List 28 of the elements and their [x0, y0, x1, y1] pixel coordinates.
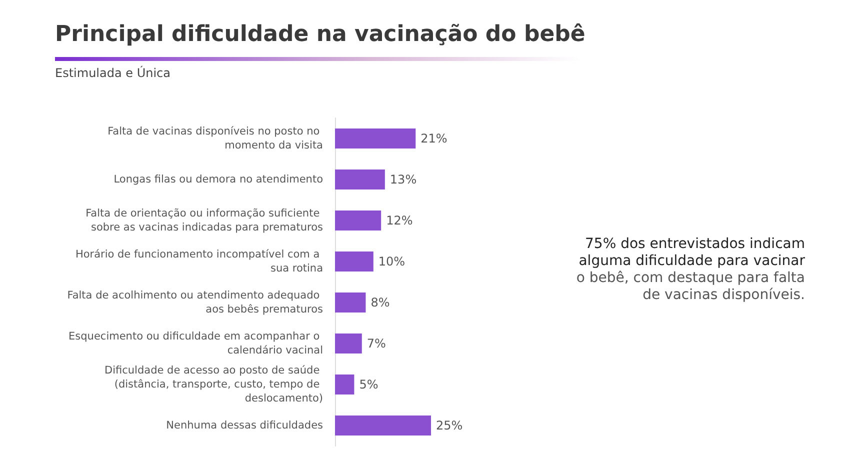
data-label: 10% [378, 254, 406, 268]
y-tick-label: Dificuldade de acesso ao posto de saúde (distância, transporte, custo, tempo de deslocamento) [104, 364, 323, 404]
text: Estimulada e Única [55, 66, 171, 80]
bar [335, 252, 374, 272]
data-label: 21% [420, 132, 448, 146]
chart-title: Principal dificuldade na vacinação do bebê [55, 22, 586, 47]
bar [335, 170, 385, 190]
y-tick-label: Falta de acolhimento ou atendimento adequado aos bebês prematuros [67, 290, 323, 316]
text: 75% dos entrevistados indicam alguma dificuldade para vacinar [578, 236, 805, 270]
bar [335, 128, 416, 148]
data-label: 7% [366, 336, 386, 350]
bar [335, 334, 362, 354]
y-tick-label: Esquecimento ou dificuldade em acompanhar o calendário vacinal [68, 330, 323, 356]
y-tick-label: Nenhuma dessas dificuldades [166, 420, 323, 432]
bar [335, 374, 354, 394]
y-tick-label: Falta de vacinas disponíveis no posto no momento da visita [108, 126, 323, 152]
data-label: 8% [370, 296, 390, 310]
data-label: 12% [386, 214, 413, 228]
data-label: 25% [436, 418, 463, 432]
data-label: 5% [359, 378, 378, 392]
y-tick-label: Falta de orientação ou informação suficiente sobre as vacinas indicadas para prematuros [86, 208, 323, 234]
bar [335, 292, 366, 312]
y-tick-label: Longas filas ou demora no atendimento [114, 174, 323, 186]
bar [335, 210, 382, 230]
y-tick-label: Horário de funcionamento incompatível com a sua rotina [75, 248, 323, 274]
bar [335, 416, 431, 436]
text: o bebê, com destaque para falta de vacinas disponíveis. [575, 270, 805, 304]
data-label: 13% [390, 172, 417, 186]
